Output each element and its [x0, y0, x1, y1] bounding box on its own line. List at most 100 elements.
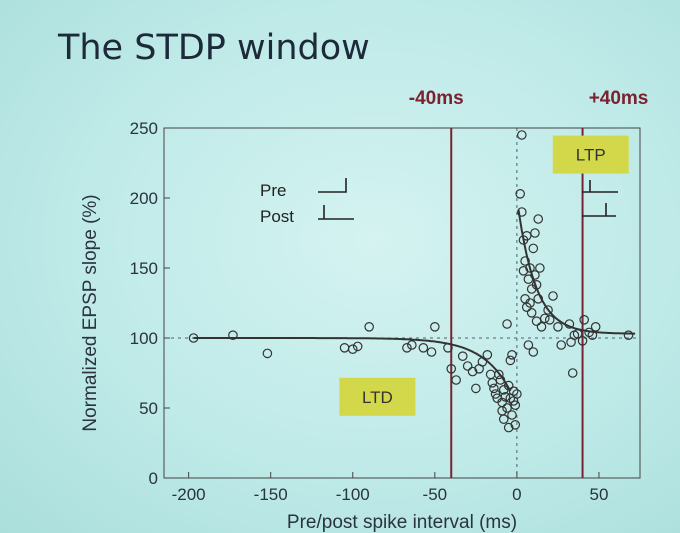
plot-frame [163, 127, 641, 479]
data-point [498, 414, 509, 424]
region-box [552, 135, 629, 174]
data-point [477, 356, 488, 367]
y-axis-label: Normalized EPSP slope (%) [80, 194, 101, 431]
data-point [508, 386, 519, 396]
region-box [339, 377, 416, 416]
data-point [526, 307, 537, 318]
data-point [502, 403, 512, 413]
y-tick-label: 200 [130, 189, 158, 208]
data-point [590, 321, 601, 332]
data-point [426, 347, 437, 357]
data-point [553, 321, 563, 332]
data-point [500, 391, 511, 402]
inset-pre-label: Pre [260, 181, 286, 200]
data-point [467, 366, 478, 377]
data-point [521, 231, 532, 241]
data-point [539, 313, 550, 324]
data-point [531, 316, 542, 326]
data-point [430, 321, 440, 332]
data-point [446, 363, 457, 374]
ltd-fit-curve [193, 337, 512, 392]
data-point [584, 327, 594, 338]
data-point [510, 419, 521, 430]
data-point [407, 340, 417, 350]
data-point [530, 228, 540, 238]
data-point [462, 361, 473, 371]
y-tick-label: 150 [130, 259, 158, 278]
data-point [543, 305, 553, 315]
data-point [520, 256, 530, 266]
data-point [262, 348, 273, 359]
data-point [502, 319, 512, 329]
x-tick-label: 0 [512, 485, 521, 504]
data-point [451, 375, 461, 385]
data-point [587, 330, 598, 340]
data-point [544, 314, 555, 325]
data-point [503, 380, 514, 391]
data-point [577, 335, 588, 346]
data-point [528, 243, 539, 254]
ltp-spike-pair-b-icon [582, 203, 616, 217]
data-point [495, 375, 506, 385]
data-point [505, 355, 516, 366]
data-point [567, 368, 578, 378]
data-point [364, 321, 374, 332]
data-point [457, 351, 468, 361]
data-point [533, 214, 544, 224]
slide-title: The STDP window [58, 28, 370, 68]
data-point [188, 333, 199, 343]
data-point [517, 207, 527, 217]
data-point [556, 340, 567, 350]
region-label: LTD [362, 388, 393, 407]
ltp-spike-pair-a-icon [582, 180, 618, 193]
data-point [536, 321, 547, 332]
data-point [531, 279, 542, 290]
data-point [507, 410, 517, 420]
reference-line-label: -40ms [409, 88, 464, 109]
region-label: LTP [576, 146, 606, 165]
data-point [482, 349, 493, 360]
data-point [515, 189, 525, 199]
data-point [347, 344, 358, 354]
data-point [494, 369, 504, 380]
data-point [497, 405, 507, 416]
y-tick-label: 100 [130, 329, 158, 348]
post-spike-icon [318, 205, 354, 220]
x-tick-label: 50 [590, 485, 609, 504]
data-point [533, 293, 544, 304]
data-point [228, 330, 238, 340]
data-point [518, 265, 529, 276]
data-point [489, 383, 499, 394]
data-point [512, 389, 522, 399]
x-axis-label: Pre/post spike interval (ms) [287, 512, 517, 533]
x-tick-label: -100 [336, 485, 370, 504]
data-point [523, 274, 534, 284]
data-point [402, 342, 412, 353]
reference-line-label: +40ms [589, 88, 649, 109]
data-point [523, 340, 534, 350]
inset-post-label: Post [260, 207, 294, 226]
data-point [443, 342, 453, 353]
data-point [564, 319, 575, 329]
data-point [535, 263, 545, 273]
x-tick-label: -150 [254, 485, 288, 504]
data-point [490, 389, 501, 399]
data-point [525, 298, 535, 308]
data-point [579, 314, 589, 325]
x-tick-label: -200 [172, 485, 206, 504]
data-point [510, 400, 521, 410]
data-point [572, 328, 583, 339]
data-point [548, 291, 558, 301]
data-point [485, 369, 496, 380]
data-point [528, 347, 539, 357]
y-tick-label: 50 [139, 399, 158, 418]
data-point [530, 270, 540, 280]
data-point [503, 422, 514, 433]
y-tick-label: 0 [149, 469, 158, 488]
data-point [418, 342, 429, 353]
data-point [339, 342, 350, 353]
data-point [471, 383, 481, 394]
data-point [517, 130, 527, 140]
data-point [525, 263, 535, 273]
data-point [487, 377, 498, 388]
